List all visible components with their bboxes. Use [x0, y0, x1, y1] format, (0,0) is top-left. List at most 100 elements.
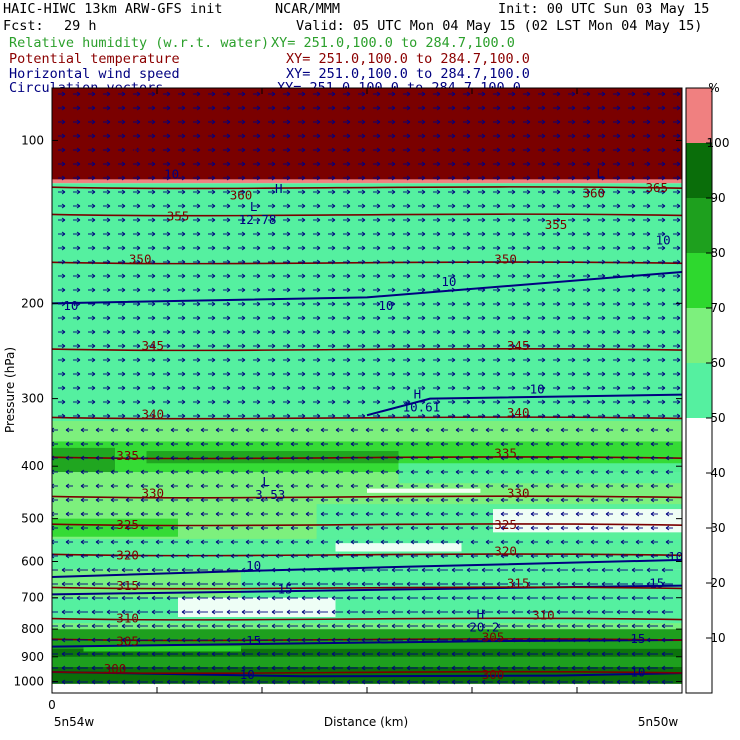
wind-vector-head	[196, 203, 201, 209]
wind-vector-head	[271, 329, 276, 335]
wind-vector-head	[616, 315, 621, 321]
wind-vector-head	[346, 273, 351, 279]
field-xy-wspd: XY= 251.0,100.0 to 284.7,100.0	[286, 66, 530, 82]
wind-vector-head	[61, 119, 66, 125]
header-valid: Valid: 05 UTC Mon 04 May 15 (02 LST Mon …	[296, 18, 703, 34]
wind-vector-head	[511, 413, 516, 419]
wind-vector-head	[241, 203, 246, 209]
wind-vector-head	[65, 483, 70, 489]
wind-vector-head	[286, 259, 291, 265]
wind-vector-head	[470, 539, 475, 545]
wind-vector-head	[106, 399, 111, 405]
wind-vector-head	[500, 539, 505, 545]
wind-vector-head	[61, 301, 66, 307]
theta-label: 305	[482, 630, 505, 645]
wind-vector-head	[616, 651, 621, 657]
wind-vector-head	[155, 539, 160, 545]
wind-vector-head	[601, 259, 606, 265]
wind-vector-head	[47, 582, 50, 586]
wind-vector-head	[541, 399, 546, 405]
wind-vector-head	[616, 245, 621, 251]
wind-vector-head	[376, 161, 381, 167]
wind-vector-head	[466, 91, 471, 97]
wind-vector-head	[661, 623, 666, 629]
wind-vector-head	[230, 427, 235, 433]
wind-vector-head	[391, 287, 396, 293]
x-right-label: 5n50w	[638, 715, 679, 729]
wind-vector-head	[166, 217, 171, 223]
wind-vector-head	[451, 203, 456, 209]
wind-vector-head	[170, 511, 175, 517]
wind-vector-head	[200, 441, 205, 447]
wind-vector-head	[571, 147, 576, 153]
wind-vector-head	[571, 329, 576, 335]
wind-vector-head	[47, 610, 50, 614]
wind-vector-head	[110, 553, 115, 559]
wind-vector-head	[196, 651, 201, 657]
wind-vector-head	[271, 637, 276, 643]
wind-vector-head	[211, 343, 216, 349]
wind-vector-head	[125, 511, 130, 517]
wind-vector-head	[181, 385, 186, 391]
wind-vector-head	[560, 539, 565, 545]
wind-vector-head	[541, 133, 546, 139]
wind-vector-head	[530, 441, 535, 447]
wind-vector-head	[391, 273, 396, 279]
wind-vector-head	[155, 441, 160, 447]
wind-vector-head	[556, 175, 561, 181]
wind-vector-head	[335, 427, 340, 433]
wind-vector-head	[91, 343, 96, 349]
wind-vector-head	[136, 315, 141, 321]
field-name-rh: Relative humidity (w.r.t. water)	[9, 35, 270, 51]
wind-vector-head	[95, 511, 100, 517]
wind-vector-head	[380, 511, 385, 517]
wind-vector-head	[121, 231, 126, 237]
theta-contour-345	[52, 348, 682, 352]
wind-vector-head	[421, 315, 426, 321]
wind-vector-head	[226, 315, 231, 321]
wind-vector-head	[290, 427, 295, 433]
wind-vector-head	[226, 287, 231, 293]
wind-vector-head	[601, 581, 606, 587]
wind-vector-head	[151, 567, 156, 573]
wind-vector-head	[515, 483, 520, 489]
wind-vector-head	[136, 133, 141, 139]
wind-vector-head	[496, 217, 501, 223]
wind-vector-head	[425, 469, 430, 475]
theta-contour-300	[52, 670, 682, 675]
wind-vector-head	[346, 231, 351, 237]
wind-vector-head	[571, 595, 576, 601]
wind-vector-head	[526, 567, 531, 573]
wind-vector-head	[181, 665, 186, 671]
wind-vector-head	[481, 343, 486, 349]
wind-vector-head	[331, 287, 336, 293]
wind-vector-head	[185, 455, 190, 461]
wind-vector-head	[245, 455, 250, 461]
wind-vector-head	[635, 511, 640, 517]
wind-vector-head	[151, 679, 156, 685]
wind-vector-head	[196, 147, 201, 153]
wind-vector-head	[61, 329, 66, 335]
wind-vector-head	[560, 553, 565, 559]
wind-vector-head	[556, 301, 561, 307]
wind-vector-head	[455, 483, 460, 489]
wind-vector-head	[211, 609, 216, 615]
wind-vector-head	[526, 609, 531, 615]
wind-vector-head	[605, 441, 610, 447]
wind-vector-head	[91, 273, 96, 279]
wind-vector-head	[305, 525, 310, 531]
wind-vector-head	[365, 455, 370, 461]
wind-vector-head	[391, 595, 396, 601]
wind-vector-head	[376, 399, 381, 405]
wind-vector-head	[76, 623, 81, 629]
wind-vector-head	[301, 315, 306, 321]
wind-vector-head	[436, 385, 441, 391]
wind-vector-head	[91, 175, 96, 181]
wind-vector-head	[676, 357, 681, 363]
header-init: Init: 00 UTC Sun 03 May 15	[498, 1, 710, 17]
wind-vector-head	[470, 455, 475, 461]
wind-vector-head	[166, 343, 171, 349]
wind-vector-head	[226, 175, 231, 181]
wind-vector-head	[470, 483, 475, 489]
wind-vector-head	[481, 595, 486, 601]
